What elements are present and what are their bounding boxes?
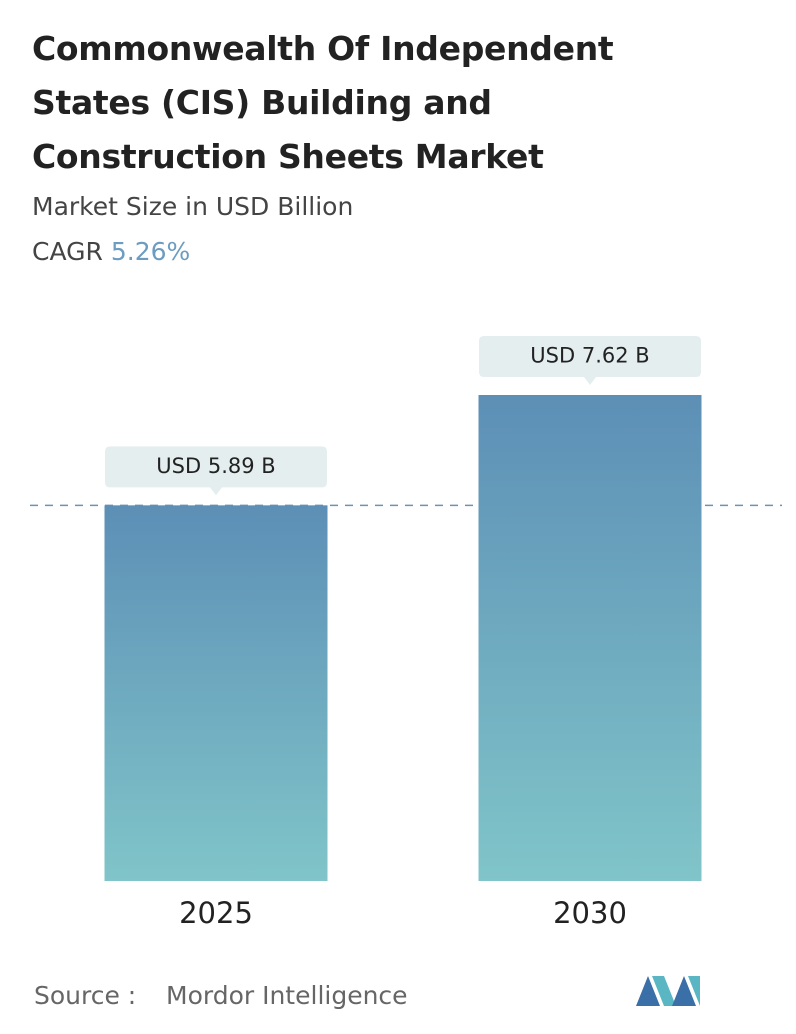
cagr-label: CAGR [32, 237, 103, 266]
bar [478, 395, 702, 881]
logo [636, 976, 700, 1006]
cagr-value: 5.26% [110, 237, 191, 266]
title-line: States (CIS) Building and [32, 83, 492, 122]
label-box [479, 336, 701, 385]
subtitle: Market Size in USD Billion [32, 192, 354, 221]
x-tick-label: 2025 [179, 896, 253, 930]
value-label: USD 5.89 B [156, 454, 275, 478]
source: Mordor Intelligence [166, 981, 408, 1010]
title-line: Commonwealth Of Independent [32, 29, 614, 68]
x-tick-label: 2030 [553, 896, 627, 930]
title-line: Construction Sheets Market [32, 137, 544, 176]
source-label: Source : [34, 981, 136, 1010]
value-label: USD 7.62 B [530, 344, 649, 368]
bar [104, 505, 328, 881]
cagr: CAGR 5.26% [32, 237, 613, 266]
header: Commonwealth Of Independent States (CIS)… [32, 22, 614, 266]
label-box [105, 446, 327, 496]
